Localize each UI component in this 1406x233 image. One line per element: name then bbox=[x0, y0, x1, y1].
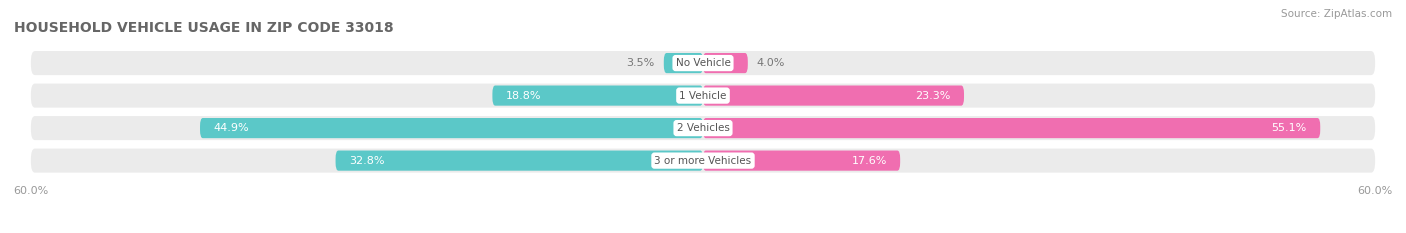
Text: No Vehicle: No Vehicle bbox=[675, 58, 731, 68]
FancyBboxPatch shape bbox=[703, 118, 1320, 138]
FancyBboxPatch shape bbox=[703, 53, 748, 73]
FancyBboxPatch shape bbox=[31, 149, 1375, 173]
Text: 1 Vehicle: 1 Vehicle bbox=[679, 91, 727, 101]
FancyBboxPatch shape bbox=[703, 151, 900, 171]
Text: 23.3%: 23.3% bbox=[915, 91, 950, 101]
Text: 17.6%: 17.6% bbox=[852, 156, 887, 166]
Text: 18.8%: 18.8% bbox=[506, 91, 541, 101]
Text: 44.9%: 44.9% bbox=[214, 123, 249, 133]
FancyBboxPatch shape bbox=[31, 51, 1375, 75]
FancyBboxPatch shape bbox=[336, 151, 703, 171]
Text: 55.1%: 55.1% bbox=[1271, 123, 1306, 133]
FancyBboxPatch shape bbox=[200, 118, 703, 138]
FancyBboxPatch shape bbox=[664, 53, 703, 73]
Text: 3.5%: 3.5% bbox=[627, 58, 655, 68]
FancyBboxPatch shape bbox=[31, 116, 1375, 140]
FancyBboxPatch shape bbox=[492, 86, 703, 106]
FancyBboxPatch shape bbox=[31, 84, 1375, 108]
Text: 32.8%: 32.8% bbox=[349, 156, 384, 166]
Text: HOUSEHOLD VEHICLE USAGE IN ZIP CODE 33018: HOUSEHOLD VEHICLE USAGE IN ZIP CODE 3301… bbox=[14, 21, 394, 35]
Text: 3 or more Vehicles: 3 or more Vehicles bbox=[654, 156, 752, 166]
Text: 4.0%: 4.0% bbox=[756, 58, 785, 68]
FancyBboxPatch shape bbox=[703, 86, 965, 106]
Text: Source: ZipAtlas.com: Source: ZipAtlas.com bbox=[1281, 9, 1392, 19]
Legend: Owner-occupied, Renter-occupied: Owner-occupied, Renter-occupied bbox=[585, 230, 821, 233]
Text: 2 Vehicles: 2 Vehicles bbox=[676, 123, 730, 133]
